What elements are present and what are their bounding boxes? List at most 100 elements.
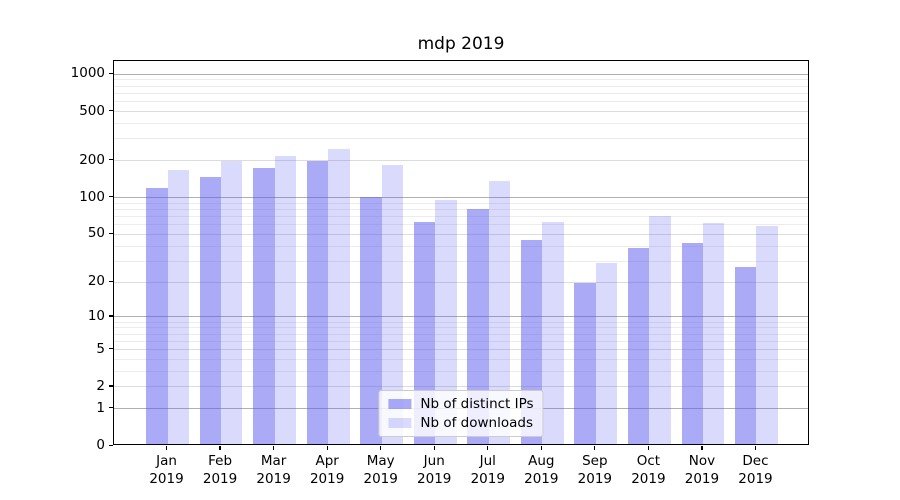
legend-swatch-distinct-ips	[388, 399, 412, 409]
bar-jan-downloads	[167, 169, 189, 444]
y-tick-label-5: 5	[96, 340, 105, 357]
gridline-5	[114, 349, 808, 351]
x-tick-label-month: Mar	[260, 453, 287, 469]
x-tick-jan	[165, 446, 168, 450]
x-tick-sep	[594, 446, 596, 450]
x-tick-mar	[273, 446, 275, 450]
bar-apr-downloads	[328, 149, 350, 444]
y-tick-1000	[109, 72, 113, 74]
gridline-40	[114, 245, 808, 247]
y-tick-5	[109, 348, 113, 350]
bar-oct-distinct-ips	[627, 248, 650, 444]
y-tick-2	[109, 385, 113, 387]
bar-dec-downloads	[756, 225, 778, 444]
x-tick-label-year: 2019	[417, 471, 452, 487]
x-tick-label-dec: Dec 2019	[725, 452, 785, 488]
gridline-8	[114, 327, 808, 329]
x-tick-oct	[647, 446, 649, 450]
legend-swatch-downloads	[388, 418, 412, 428]
x-tick-label-year: 2019	[631, 471, 666, 487]
gridline-7	[114, 333, 808, 335]
bar-feb-distinct-ips	[199, 176, 222, 444]
x-tick-label-may: May 2019	[351, 452, 411, 488]
x-tick-feb	[219, 446, 221, 450]
x-tick-apr	[326, 446, 328, 450]
bar-jul-distinct-ips	[467, 208, 489, 444]
x-tick-label-month: Oct	[636, 453, 661, 469]
bar-nov-distinct-ips	[681, 242, 703, 444]
gridline-80	[114, 209, 808, 211]
y-tick-label-20: 20	[87, 273, 105, 290]
x-tick-label-month: Jun	[423, 453, 445, 469]
bar-jun-distinct-ips	[413, 221, 436, 444]
x-tick-label-year: 2019	[202, 471, 238, 487]
legend-item-distinct-ips: Nb of distinct IPs	[388, 396, 534, 412]
x-tick-label-month: Sep	[582, 453, 608, 469]
bar-may-downloads	[381, 164, 404, 444]
x-tick-label-jun: Jun 2019	[404, 452, 464, 488]
gridline-500	[114, 111, 808, 112]
bar-feb-downloads	[221, 161, 243, 444]
x-tick-label-year: 2019	[363, 471, 398, 487]
x-tick-label-jul: Jul 2019	[458, 452, 518, 488]
gridline-300	[114, 138, 808, 140]
x-tick-aug	[540, 446, 542, 450]
x-tick-jun	[433, 446, 435, 450]
x-tick-label-aug: Aug 2019	[511, 452, 571, 488]
gridline-6	[114, 340, 808, 342]
gridline-100	[114, 197, 808, 199]
legend-label-distinct-ips: Nb of distinct IPs	[420, 396, 534, 412]
x-tick-may	[380, 446, 382, 450]
y-tick-label-500: 500	[79, 102, 105, 119]
gridline-600	[114, 101, 808, 103]
bar-nov-downloads	[702, 222, 725, 444]
gridline-200	[114, 160, 808, 162]
x-tick-label-year: 2019	[738, 471, 773, 487]
bar-oct-downloads	[649, 216, 671, 444]
gridline-70	[114, 216, 808, 218]
gridline-60	[114, 224, 808, 226]
gridline-30	[114, 260, 808, 262]
x-tick-label-month: Dec	[742, 453, 769, 469]
x-tick-label-month: Jul	[479, 453, 496, 469]
x-tick-label-year: 2019	[524, 471, 559, 487]
y-tick-label-100: 100	[79, 188, 105, 205]
bar-sep-distinct-ips	[574, 282, 596, 444]
bar-jul-downloads	[488, 180, 511, 444]
x-tick-label-sep: Sep 2019	[565, 452, 625, 488]
x-tick-label-month: Jan	[156, 453, 177, 469]
y-tick-10	[109, 315, 113, 317]
gridline-400	[114, 122, 808, 124]
plot-area: Nb of distinct IPs Nb of downloads	[113, 60, 809, 445]
y-tick-label-10: 10	[87, 307, 105, 324]
x-tick-label-year: 2019	[470, 471, 505, 487]
x-tick-label-month: May	[366, 453, 395, 469]
x-tick-label-month: Aug	[528, 453, 555, 469]
y-tick-label-50: 50	[87, 225, 105, 242]
x-tick-label-year: 2019	[149, 471, 184, 487]
x-tick-label-apr: Apr 2019	[297, 452, 357, 488]
bar-jun-downloads	[435, 199, 457, 444]
x-tick-label-month: Nov	[688, 453, 716, 469]
y-tick-200	[109, 159, 113, 161]
x-tick-label-jan: Jan 2019	[137, 452, 197, 488]
y-tick-label-2: 2	[96, 377, 105, 394]
y-tick-100	[109, 196, 113, 198]
gridline-3	[114, 370, 808, 372]
gridline-700	[114, 92, 808, 94]
y-tick-label-0: 0	[96, 437, 105, 453]
x-tick-dec	[754, 446, 757, 450]
x-tick-label-year: 2019	[309, 471, 345, 487]
x-tick-nov	[701, 446, 703, 450]
gridline-1000	[114, 73, 808, 75]
gridline-10	[114, 316, 808, 318]
bar-mar-distinct-ips	[253, 167, 275, 444]
x-tick-label-year: 2019	[684, 471, 720, 487]
y-tick-0	[109, 444, 113, 446]
y-tick-20	[109, 280, 113, 282]
y-tick-label-1: 1	[96, 399, 105, 416]
x-tick-label-year: 2019	[577, 471, 613, 487]
gridline-2	[114, 386, 808, 388]
x-tick-label-mar: Mar 2019	[244, 452, 304, 488]
